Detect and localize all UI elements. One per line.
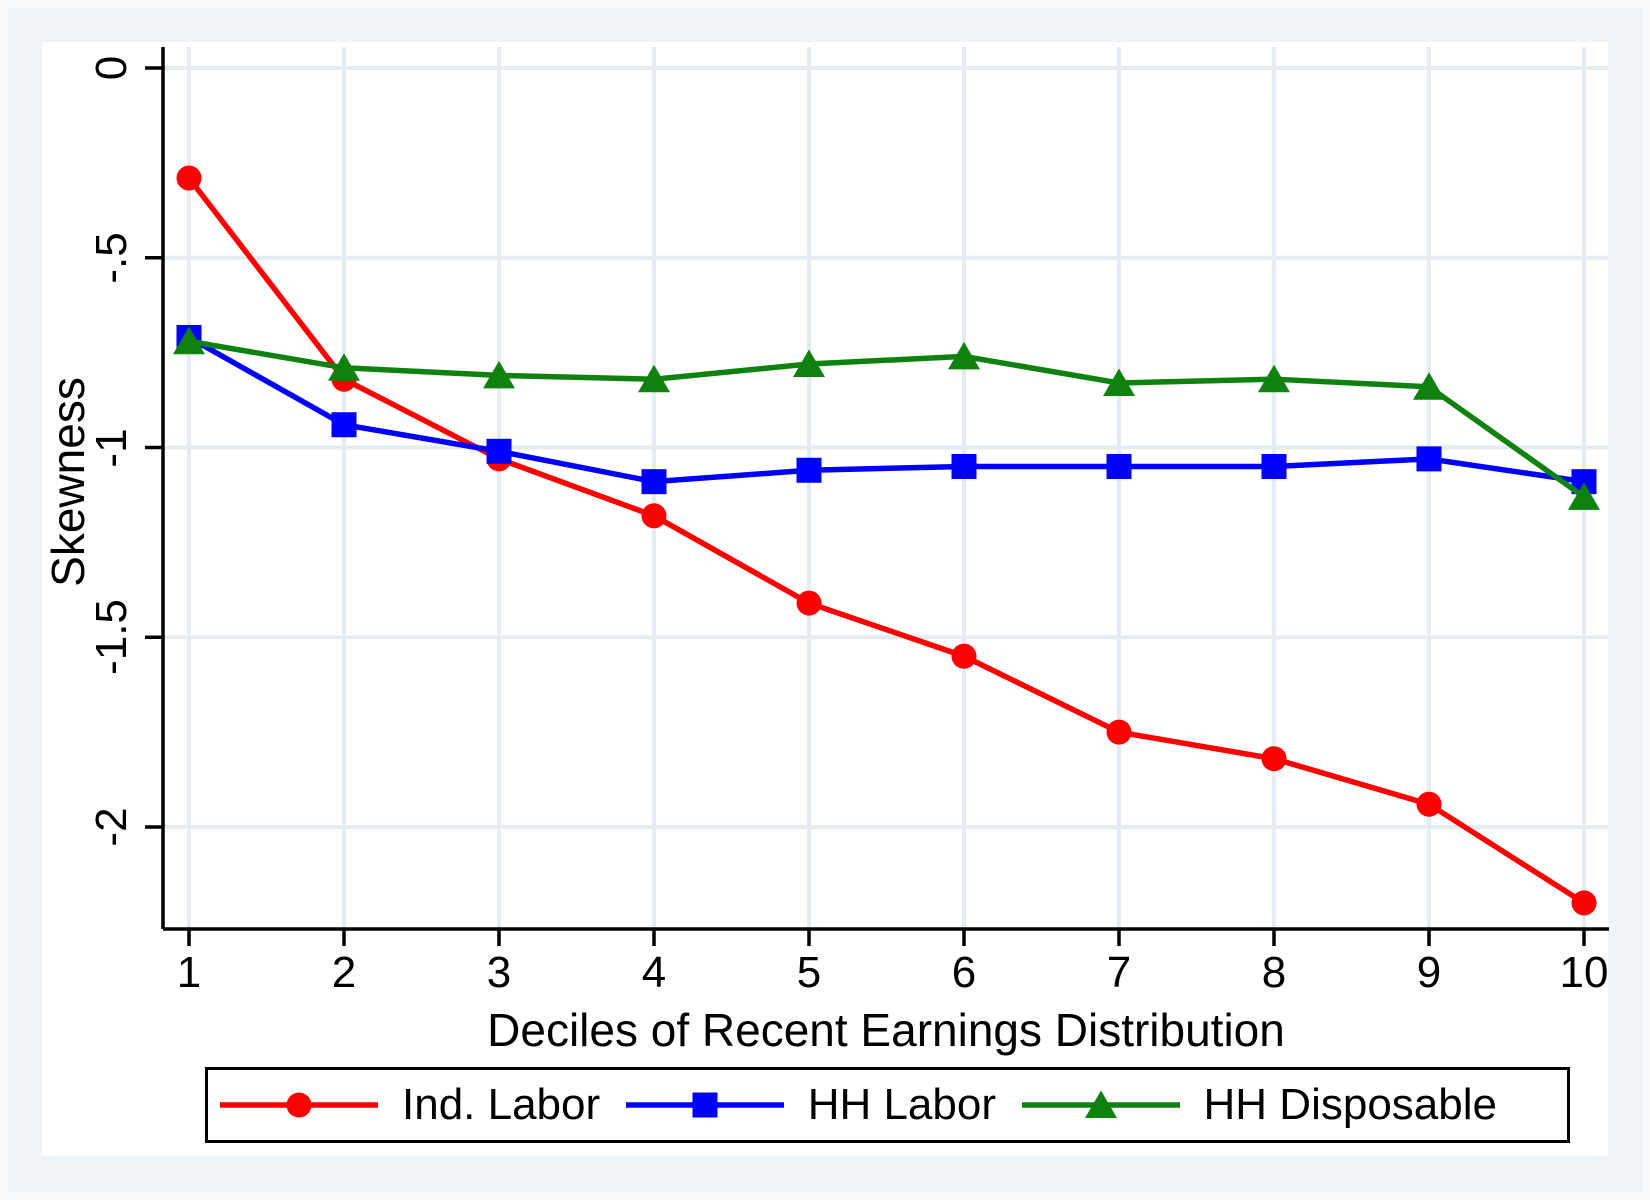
x-tick-label-1: 2 (331, 948, 357, 997)
data-point-marker-hh-labor (641, 469, 667, 495)
x-tick-label-5: 6 (951, 948, 977, 997)
data-point-marker-ind-labor (641, 503, 667, 529)
legend-entry-hh-disposable: HH Disposable (1021, 1080, 1497, 1130)
chart-figure: 0 -.5 -1 -1.5 -2 1 2 3 4 5 6 7 8 9 10 Skewness Decile… (42, 42, 1609, 1156)
data-point-marker-hh-labor (1106, 453, 1132, 479)
legend-key-hh-labor (625, 1092, 784, 1118)
data-point-marker-ind-labor (1571, 890, 1597, 916)
data-point-marker-hh-disposable (793, 349, 825, 378)
data-point-marker-hh-labor (331, 412, 357, 438)
data-point-marker-hh-disposable (328, 353, 360, 381)
legend-label-ind-labor: Ind. Labor (402, 1080, 601, 1129)
x-tick-label-6: 7 (1106, 948, 1132, 997)
x-tick-label-0: 1 (176, 948, 202, 997)
x-tick-label-4: 5 (796, 948, 822, 997)
data-point-marker-hh-labor (951, 453, 977, 479)
series-line-hh-labor (187, 335, 1585, 485)
series-hh-disposable (173, 326, 1600, 510)
x-tick-label-2: 3 (486, 948, 512, 997)
data-point-marker-hh-disposable (948, 341, 980, 370)
data-point-marker-hh-labor (486, 438, 512, 464)
axes (145, 47, 1609, 946)
series-ind-labor (176, 165, 1597, 916)
data-point-marker-ind-labor (176, 165, 202, 191)
data-point-marker-hh-disposable (1103, 368, 1135, 396)
y-tick-label-3: -1.5 (87, 599, 136, 676)
data-point-marker-ind-labor (1261, 746, 1287, 772)
x-tick-label-3: 4 (641, 948, 667, 997)
legend-key-marker-ind-labor (286, 1092, 312, 1118)
legend-key-marker-hh-labor (692, 1092, 718, 1118)
x-axis-title: Deciles of Recent Earnings Distribution (487, 1004, 1285, 1056)
series-layer (173, 165, 1600, 916)
data-point-marker-ind-labor (951, 643, 977, 669)
y-tick-label-1: -.5 (87, 232, 136, 284)
data-point-marker-hh-disposable (638, 364, 670, 393)
series-line-ind-labor (186, 176, 1586, 906)
series-line-hh-disposable (188, 338, 1586, 500)
data-point-marker-hh-disposable (1568, 482, 1600, 510)
data-point-marker-ind-labor (1106, 719, 1132, 745)
data-point-marker-ind-labor (1416, 791, 1442, 817)
legend: Ind. Labor HH Labor HH Disposable (205, 1067, 1570, 1143)
legend-key-marker-hh-disposable (1084, 1090, 1117, 1118)
data-point-marker-hh-disposable (483, 360, 515, 389)
data-point-marker-hh-labor (796, 457, 822, 483)
plot-area (145, 47, 1609, 946)
data-point-marker-hh-disposable (1258, 364, 1290, 393)
data-point-marker-hh-disposable (173, 326, 205, 355)
legend-entry-ind-labor: Ind. Labor (220, 1080, 600, 1130)
data-point-marker-hh-labor (1261, 453, 1287, 479)
legend-label-hh-disposable: HH Disposable (1203, 1080, 1497, 1129)
y-tick-label-0: 0 (87, 55, 136, 81)
y-axis-title: Skewness (42, 377, 94, 587)
gridlines (163, 47, 1609, 929)
data-point-marker-hh-labor (1416, 446, 1442, 472)
legend-entry-hh-labor: HH Labor (625, 1080, 996, 1130)
legend-key-hh-disposable (1021, 1090, 1180, 1118)
data-point-marker-ind-labor (796, 590, 822, 616)
legend-label-hh-labor: HH Labor (807, 1080, 996, 1129)
legend-key-ind-labor (220, 1092, 378, 1118)
series-hh-labor (176, 324, 1597, 495)
x-tick-label-8: 9 (1416, 948, 1442, 997)
data-point-marker-hh-disposable (1413, 372, 1445, 400)
x-tick-label-9: 10 (1559, 948, 1609, 997)
x-tick-label-7: 8 (1261, 948, 1287, 997)
y-tick-label-4: -2 (87, 807, 136, 847)
